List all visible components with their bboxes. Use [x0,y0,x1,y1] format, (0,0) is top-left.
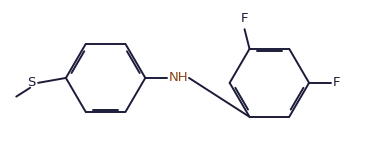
Text: F: F [333,76,340,89]
Text: F: F [241,12,248,25]
Text: NH: NH [169,71,189,84]
Text: S: S [27,76,35,89]
